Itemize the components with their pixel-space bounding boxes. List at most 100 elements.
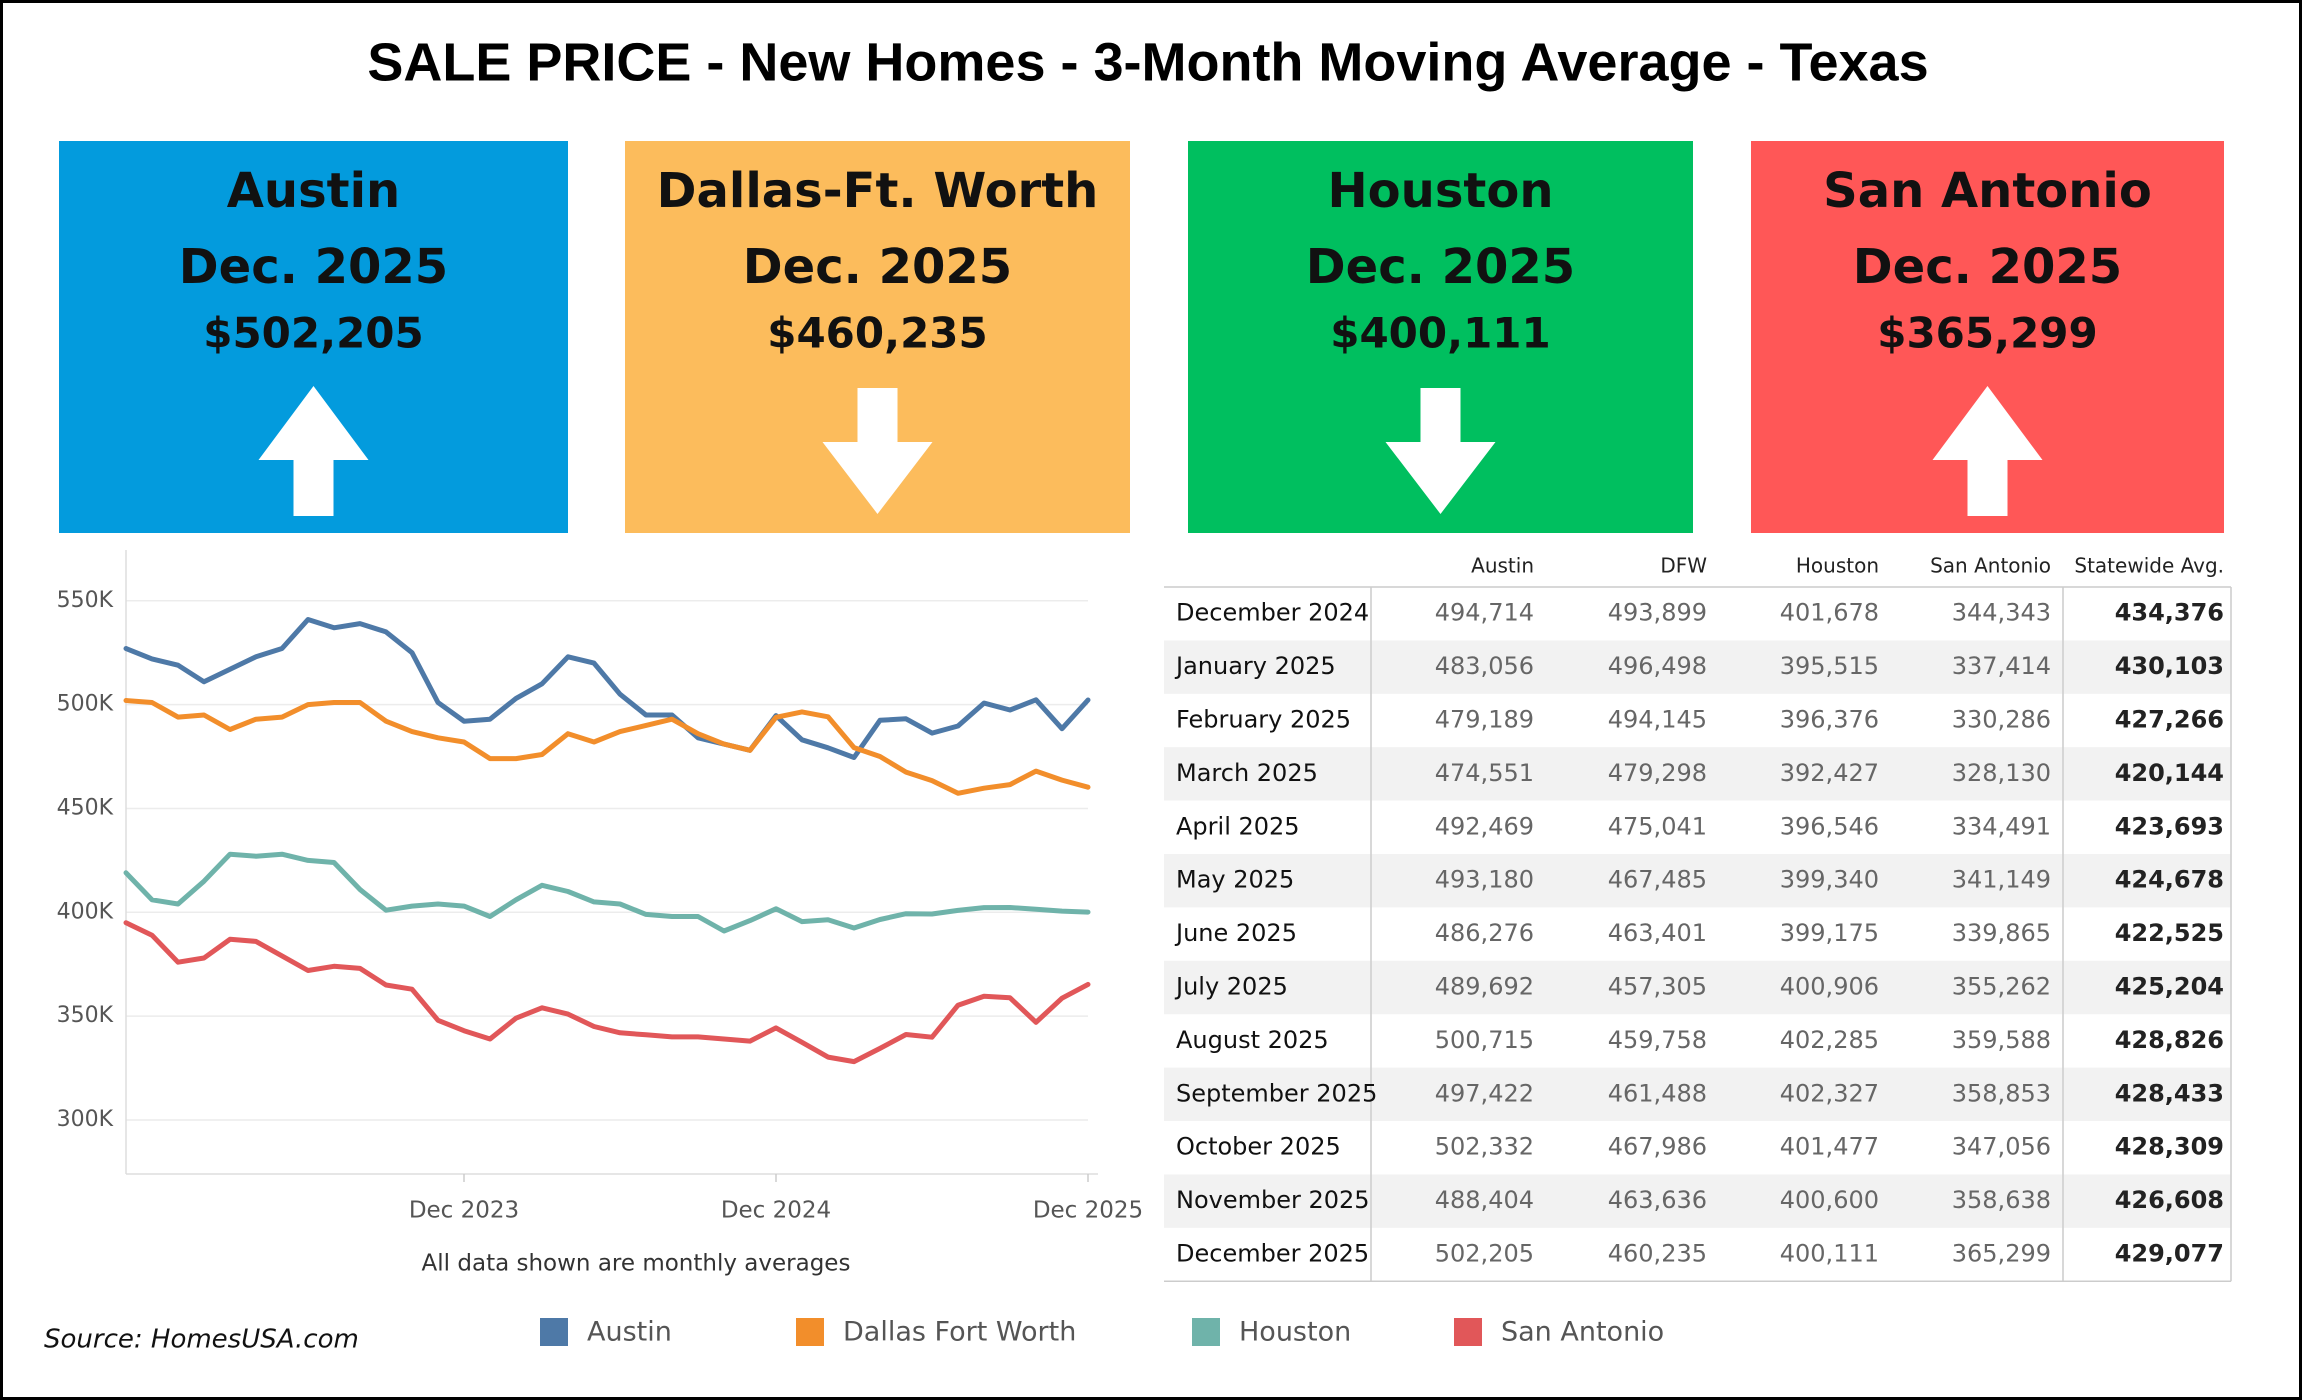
table-row-bg	[1164, 1174, 2231, 1228]
card-price: $460,235	[767, 309, 988, 358]
table-cell: 479,298	[1608, 759, 1707, 787]
table-cell: 423,693	[2115, 812, 2224, 840]
legend-label: Austin	[587, 1317, 672, 1348]
y-tick-label: 350K	[57, 1003, 114, 1028]
table-row-label: January 2025	[1174, 652, 1336, 680]
y-tick-label: 550K	[57, 588, 114, 613]
y-tick-label: 450K	[57, 795, 114, 820]
table-cell: 430,103	[2115, 652, 2224, 680]
table-row-label: December 2024	[1176, 599, 1369, 627]
table-cell: 358,853	[1952, 1079, 2051, 1107]
table-cell: 424,678	[2115, 866, 2224, 894]
table-row-label: August 2025	[1176, 1026, 1329, 1054]
series-line	[123, 617, 1091, 760]
table-cell: 428,309	[2115, 1133, 2224, 1161]
table-header: Statewide Avg.	[2074, 554, 2224, 578]
card-city: Austin	[227, 163, 400, 219]
table-header: DFW	[1660, 554, 1707, 578]
table-cell: 341,149	[1952, 866, 2051, 894]
table-cell: 474,551	[1435, 759, 1534, 787]
table-header: Austin	[1471, 554, 1534, 578]
series-line	[123, 851, 1091, 934]
table-cell: 494,714	[1435, 599, 1534, 627]
table-row-label: October 2025	[1176, 1133, 1341, 1161]
table-cell: 400,600	[1780, 1186, 1879, 1214]
table-cell: 500,715	[1435, 1026, 1534, 1054]
x-tick-label: Dec 2023	[409, 1198, 519, 1224]
card-city: Dallas-Ft. Worth	[657, 163, 1099, 219]
legend-swatch	[1454, 1318, 1482, 1346]
table-cell: 463,401	[1608, 919, 1707, 947]
table-cell: 330,286	[1952, 706, 2051, 734]
series-line	[123, 698, 1091, 796]
card-price: $502,205	[203, 309, 424, 358]
y-tick-label: 300K	[57, 1107, 114, 1132]
table-cell: 428,433	[2115, 1079, 2224, 1107]
table-cell: 401,477	[1780, 1133, 1879, 1161]
table-cell: 422,525	[2115, 919, 2224, 947]
table-cell: 457,305	[1608, 973, 1707, 1001]
table-cell: 359,588	[1952, 1026, 2051, 1054]
table-row-label: April 2025	[1176, 812, 1300, 840]
table-cell: 493,180	[1435, 866, 1534, 894]
table-row-bg	[1164, 854, 2231, 908]
card-arrow	[1385, 388, 1496, 514]
table-row-bg	[1164, 747, 2231, 801]
table-row-label: June 2025	[1174, 919, 1297, 947]
table-cell: 392,427	[1780, 759, 1879, 787]
source: Source: HomesUSA.com	[44, 1325, 359, 1355]
table-cell: 428,826	[2115, 1026, 2224, 1054]
table-cell: 434,376	[2115, 599, 2224, 627]
table-cell: 489,692	[1435, 973, 1534, 1001]
card-city: San Antonio	[1823, 163, 2152, 219]
card-date: Dec. 2025	[743, 239, 1012, 295]
table-cell: 334,491	[1952, 812, 2051, 840]
table-cell: 339,865	[1952, 919, 2051, 947]
card-date: Dec. 2025	[1853, 239, 2122, 295]
table-cell: 461,488	[1608, 1079, 1707, 1107]
card-arrow	[822, 388, 933, 514]
table-row-label: May 2025	[1176, 866, 1294, 894]
table-cell: 475,041	[1608, 812, 1707, 840]
table-cell: 497,422	[1435, 1079, 1534, 1107]
series-line	[123, 920, 1091, 1065]
table-cell: 463,636	[1608, 1186, 1707, 1214]
table-row-label: September 2025	[1176, 1079, 1377, 1107]
table-cell: 401,678	[1780, 599, 1879, 627]
table-cell: 492,469	[1435, 812, 1534, 840]
card-price: $400,111	[1330, 309, 1551, 358]
chart-note: All data shown are monthly averages	[422, 1251, 851, 1277]
legend-label: Dallas Fort Worth	[843, 1317, 1076, 1348]
table-cell: 328,130	[1952, 759, 2051, 787]
table-row-bg	[1164, 960, 2231, 1015]
table-cell: 496,498	[1608, 652, 1707, 680]
legend-label: San Antonio	[1501, 1317, 1664, 1348]
table-cell: 395,515	[1780, 652, 1879, 680]
table-header: Houston	[1796, 554, 1879, 578]
table-cell: 429,077	[2115, 1240, 2224, 1268]
card-date: Dec. 2025	[179, 239, 448, 295]
table-cell: 337,414	[1952, 652, 2051, 680]
table-cell: 402,327	[1780, 1079, 1879, 1107]
table-cell: 396,376	[1780, 706, 1879, 734]
table-cell: 402,285	[1780, 1026, 1879, 1054]
table-cell: 486,276	[1435, 919, 1534, 947]
table-cell: 488,404	[1435, 1186, 1534, 1214]
table-cell: 467,986	[1608, 1133, 1707, 1161]
table-cell: 460,235	[1608, 1240, 1707, 1268]
table-cell: 347,056	[1952, 1133, 2051, 1161]
legend-swatch	[1192, 1318, 1220, 1346]
card-arrow	[1932, 386, 2043, 516]
x-tick-label: Dec 2024	[721, 1198, 831, 1224]
table-cell: 358,638	[1952, 1186, 2051, 1214]
legend-swatch	[540, 1318, 568, 1346]
table-row-label: February 2025	[1176, 706, 1351, 734]
table-row-label: November 2025	[1176, 1186, 1370, 1214]
table-cell: 355,262	[1952, 973, 2051, 1001]
table-cell: 420,144	[2115, 759, 2224, 787]
table-cell: 502,332	[1435, 1133, 1534, 1161]
y-tick-label: 400K	[57, 899, 114, 924]
table-cell: 459,758	[1608, 1026, 1707, 1054]
table-cell: 425,204	[2115, 973, 2224, 1001]
